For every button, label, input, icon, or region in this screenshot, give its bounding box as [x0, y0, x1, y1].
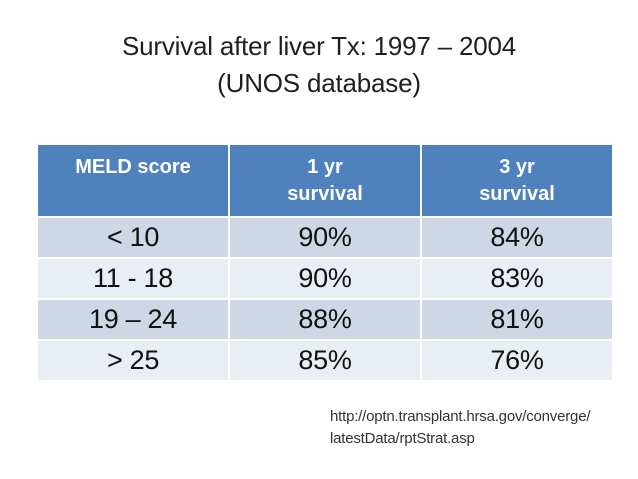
- cell-1yr-survival: 90%: [230, 218, 420, 257]
- slide-title-line-2: (UNOS database): [217, 68, 421, 98]
- column-header-3yr-line-1: 3 yr: [499, 156, 535, 178]
- column-header-meld-score-line-1: MELD score: [75, 156, 191, 178]
- cell-1yr-survival: 88%: [230, 300, 420, 339]
- column-header-meld-score: MELD score: [38, 145, 228, 216]
- cell-meld-range: 19 – 24: [38, 300, 228, 339]
- cell-meld-range: 11 - 18: [38, 259, 228, 298]
- cell-1yr-survival: 85%: [230, 341, 420, 380]
- cell-3yr-survival: 76%: [422, 341, 612, 380]
- survival-table: MELD score 1 yr survival 3 yr survival <…: [38, 145, 612, 380]
- cell-3yr-survival: 81%: [422, 300, 612, 339]
- source-url-line-1: http://optn.transplant.hrsa.gov/converge…: [330, 408, 591, 425]
- column-header-1yr-line-1: 1 yr: [307, 156, 343, 178]
- source-citation: http://optn.transplant.hrsa.gov/converge…: [330, 406, 591, 450]
- cell-meld-range: > 25: [38, 341, 228, 380]
- cell-3yr-survival: 84%: [422, 218, 612, 257]
- source-url-line-2: latestData/rptStrat.asp: [330, 430, 475, 447]
- column-header-3yr-line-2: survival: [479, 183, 555, 205]
- cell-3yr-survival: 83%: [422, 259, 612, 298]
- column-header-3yr-survival: 3 yr survival: [422, 145, 612, 216]
- cell-meld-range: < 10: [38, 218, 228, 257]
- slide-title-line-1: Survival after liver Tx: 1997 – 2004: [121, 31, 517, 61]
- cell-1yr-survival: 90%: [230, 259, 420, 298]
- column-header-1yr-line-2: survival: [287, 183, 363, 205]
- column-header-1yr-survival: 1 yr survival: [230, 145, 420, 216]
- slide-title: Survival after liver Tx: 1997 – 2004 (UN…: [0, 28, 638, 102]
